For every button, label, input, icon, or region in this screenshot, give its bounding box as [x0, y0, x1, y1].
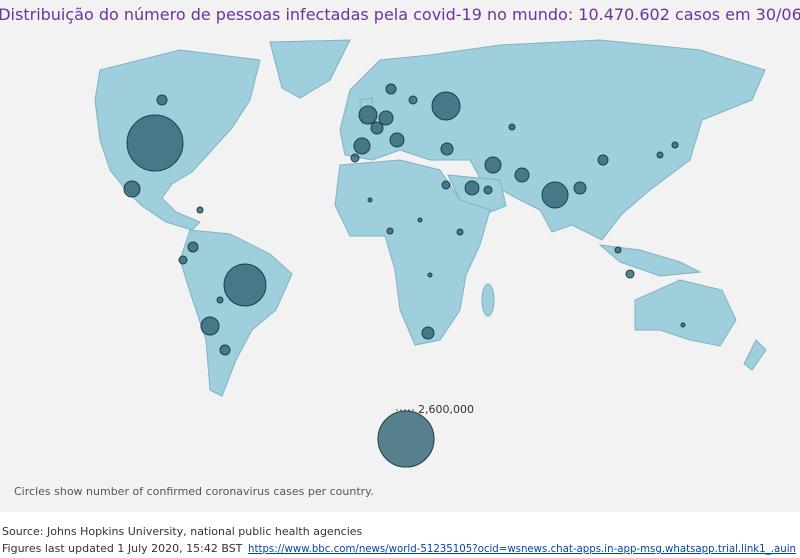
case-circle [680, 322, 686, 328]
case-circle [123, 180, 141, 198]
map-note: Circles show number of confirmed coronav… [14, 485, 374, 498]
case-circle [156, 94, 168, 106]
case-circle [417, 217, 423, 223]
south-america [179, 229, 293, 397]
new-zealand [743, 339, 767, 371]
case-circle [358, 105, 378, 125]
legend-circle [377, 410, 435, 468]
case-circle [216, 296, 224, 304]
greenland [269, 39, 351, 99]
case-circle [219, 344, 231, 356]
case-circle [187, 241, 199, 253]
eurasia [339, 39, 766, 241]
australia [634, 279, 737, 347]
source-link[interactable]: https://www.bbc.com/news/world-51235105?… [248, 543, 796, 555]
case-circle [385, 83, 397, 95]
case-circle [223, 263, 267, 307]
case-circle [671, 141, 679, 149]
indonesia [598, 244, 702, 277]
case-circle [484, 156, 502, 174]
case-circle [178, 255, 188, 265]
case-circle [353, 137, 371, 155]
case-circle [440, 142, 454, 156]
case-circle [656, 151, 664, 159]
case-circle [514, 167, 530, 183]
case-circle [456, 228, 464, 236]
case-circle [370, 121, 384, 135]
case-circle [573, 181, 587, 195]
case-circle [421, 326, 435, 340]
case-circle [483, 185, 493, 195]
madagascar [481, 283, 495, 317]
case-circle [196, 206, 204, 214]
case-circle [431, 91, 461, 121]
case-circle [350, 153, 360, 163]
title: Distribuição do número de pessoas infect… [0, 5, 800, 24]
case-circle [408, 95, 418, 105]
arabia [447, 174, 507, 217]
case-circle [200, 316, 220, 336]
source: Source: Johns Hopkins University, nation… [2, 525, 363, 538]
case-circle [386, 227, 394, 235]
case-circle [389, 132, 405, 148]
case-circle [508, 123, 516, 131]
case-circle [541, 181, 569, 209]
case-circle [597, 154, 609, 166]
case-circle [464, 180, 480, 196]
updated: Figures last updated 1 July 2020, 15:42 … [2, 542, 243, 555]
case-circle [614, 246, 622, 254]
case-circle [126, 114, 184, 172]
case-circle [427, 272, 433, 278]
case-circle [441, 180, 451, 190]
case-circles [123, 83, 686, 356]
case-circle [367, 197, 373, 203]
legend-label: 2,600,000 [418, 403, 474, 416]
case-circle [625, 269, 635, 279]
case-circle [378, 110, 394, 126]
